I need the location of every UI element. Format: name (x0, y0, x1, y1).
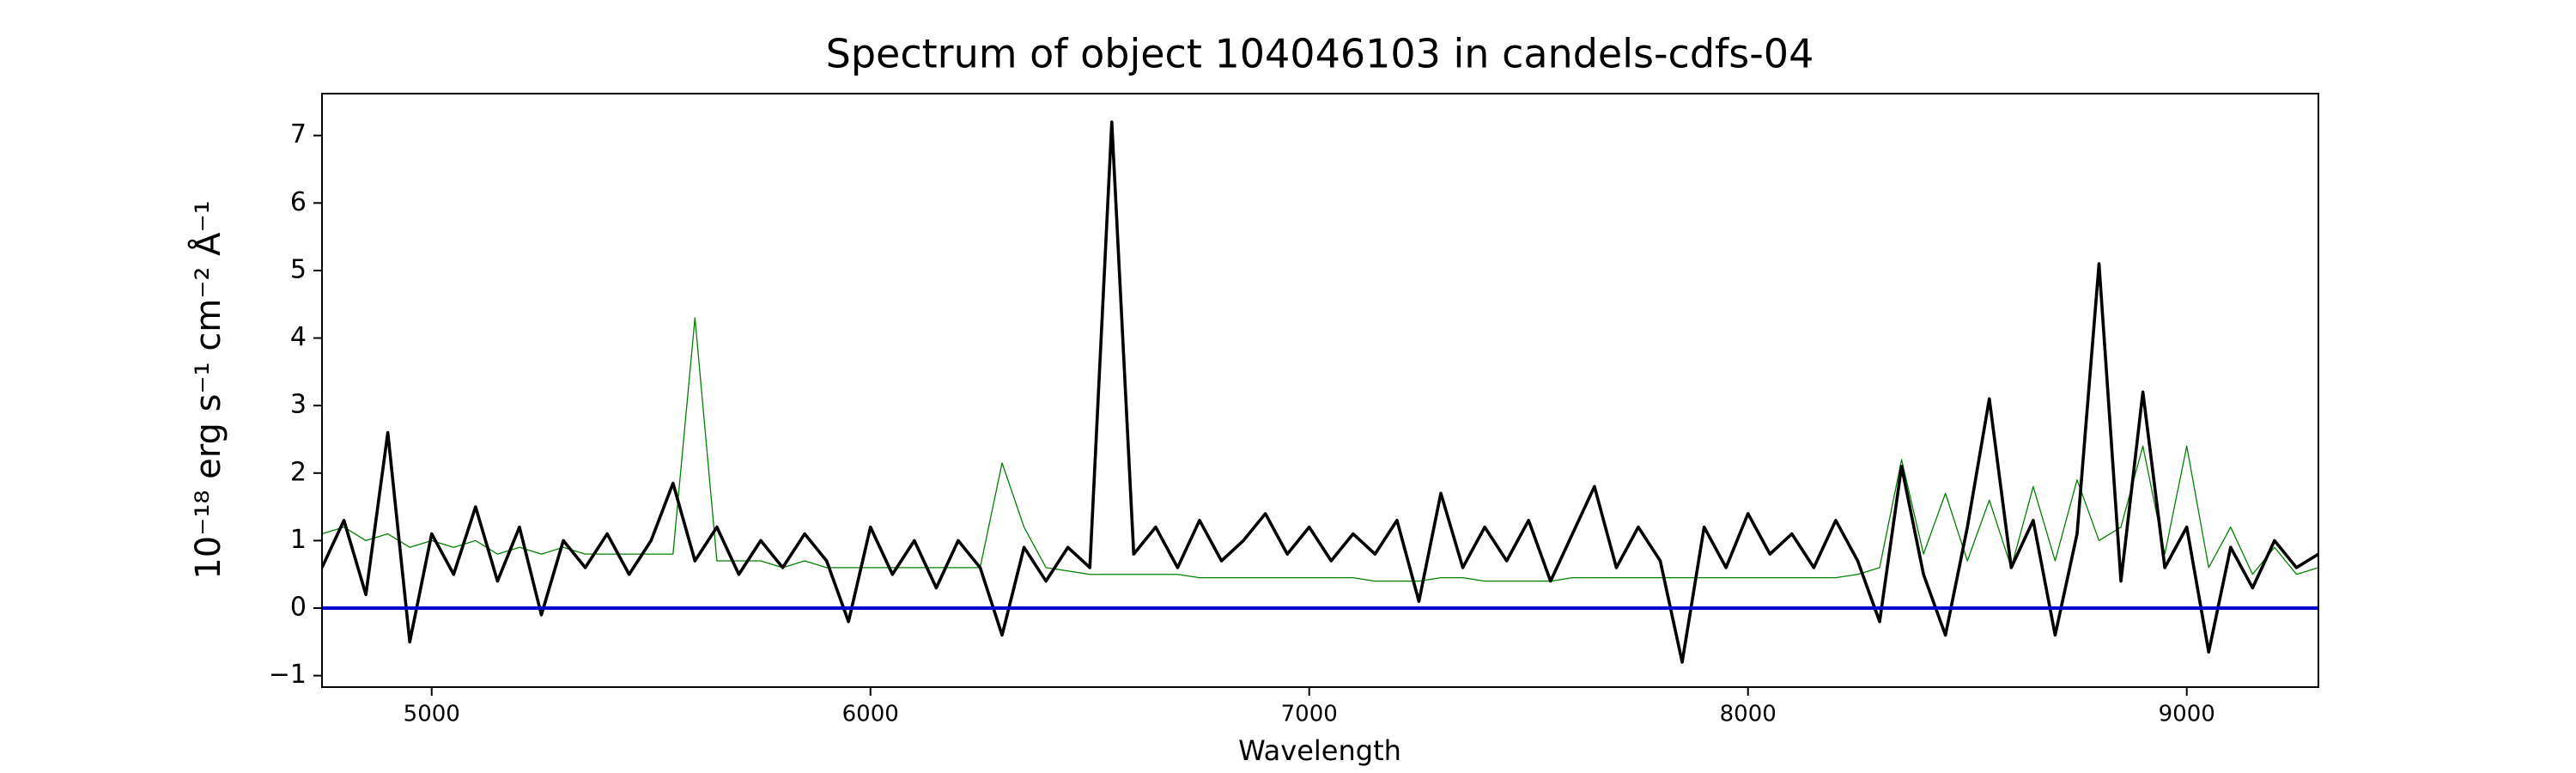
y-tick-label: 2 (290, 457, 307, 487)
x-tick-label: 9000 (2159, 702, 2215, 727)
chart-title: Spectrum of object 104046103 in candels-… (826, 31, 1814, 77)
x-axis-label: Wavelength (1238, 734, 1401, 767)
y-tick-label: 3 (290, 390, 307, 420)
x-tick-label: 8000 (1720, 702, 1777, 727)
y-tick-label: 5 (290, 254, 307, 284)
y-tick-label: 4 (290, 322, 307, 352)
x-tick-label: 5000 (404, 702, 460, 727)
x-tick-label: 6000 (842, 702, 899, 727)
y-tick-label: 1 (290, 525, 307, 555)
spectrum-line (322, 317, 2318, 582)
y-tick-label: −1 (269, 660, 307, 690)
x-tick-label: 7000 (1281, 702, 1338, 727)
y-axis-label: 10⁻¹⁸ erg s⁻¹ cm⁻² Å⁻¹ (187, 200, 228, 579)
y-tick-label: 6 (290, 187, 307, 217)
y-tick-label: 0 (290, 593, 307, 623)
spectrum-line (322, 120, 2318, 664)
y-tick-label: 7 (290, 119, 307, 149)
plot-frame (321, 93, 2319, 688)
